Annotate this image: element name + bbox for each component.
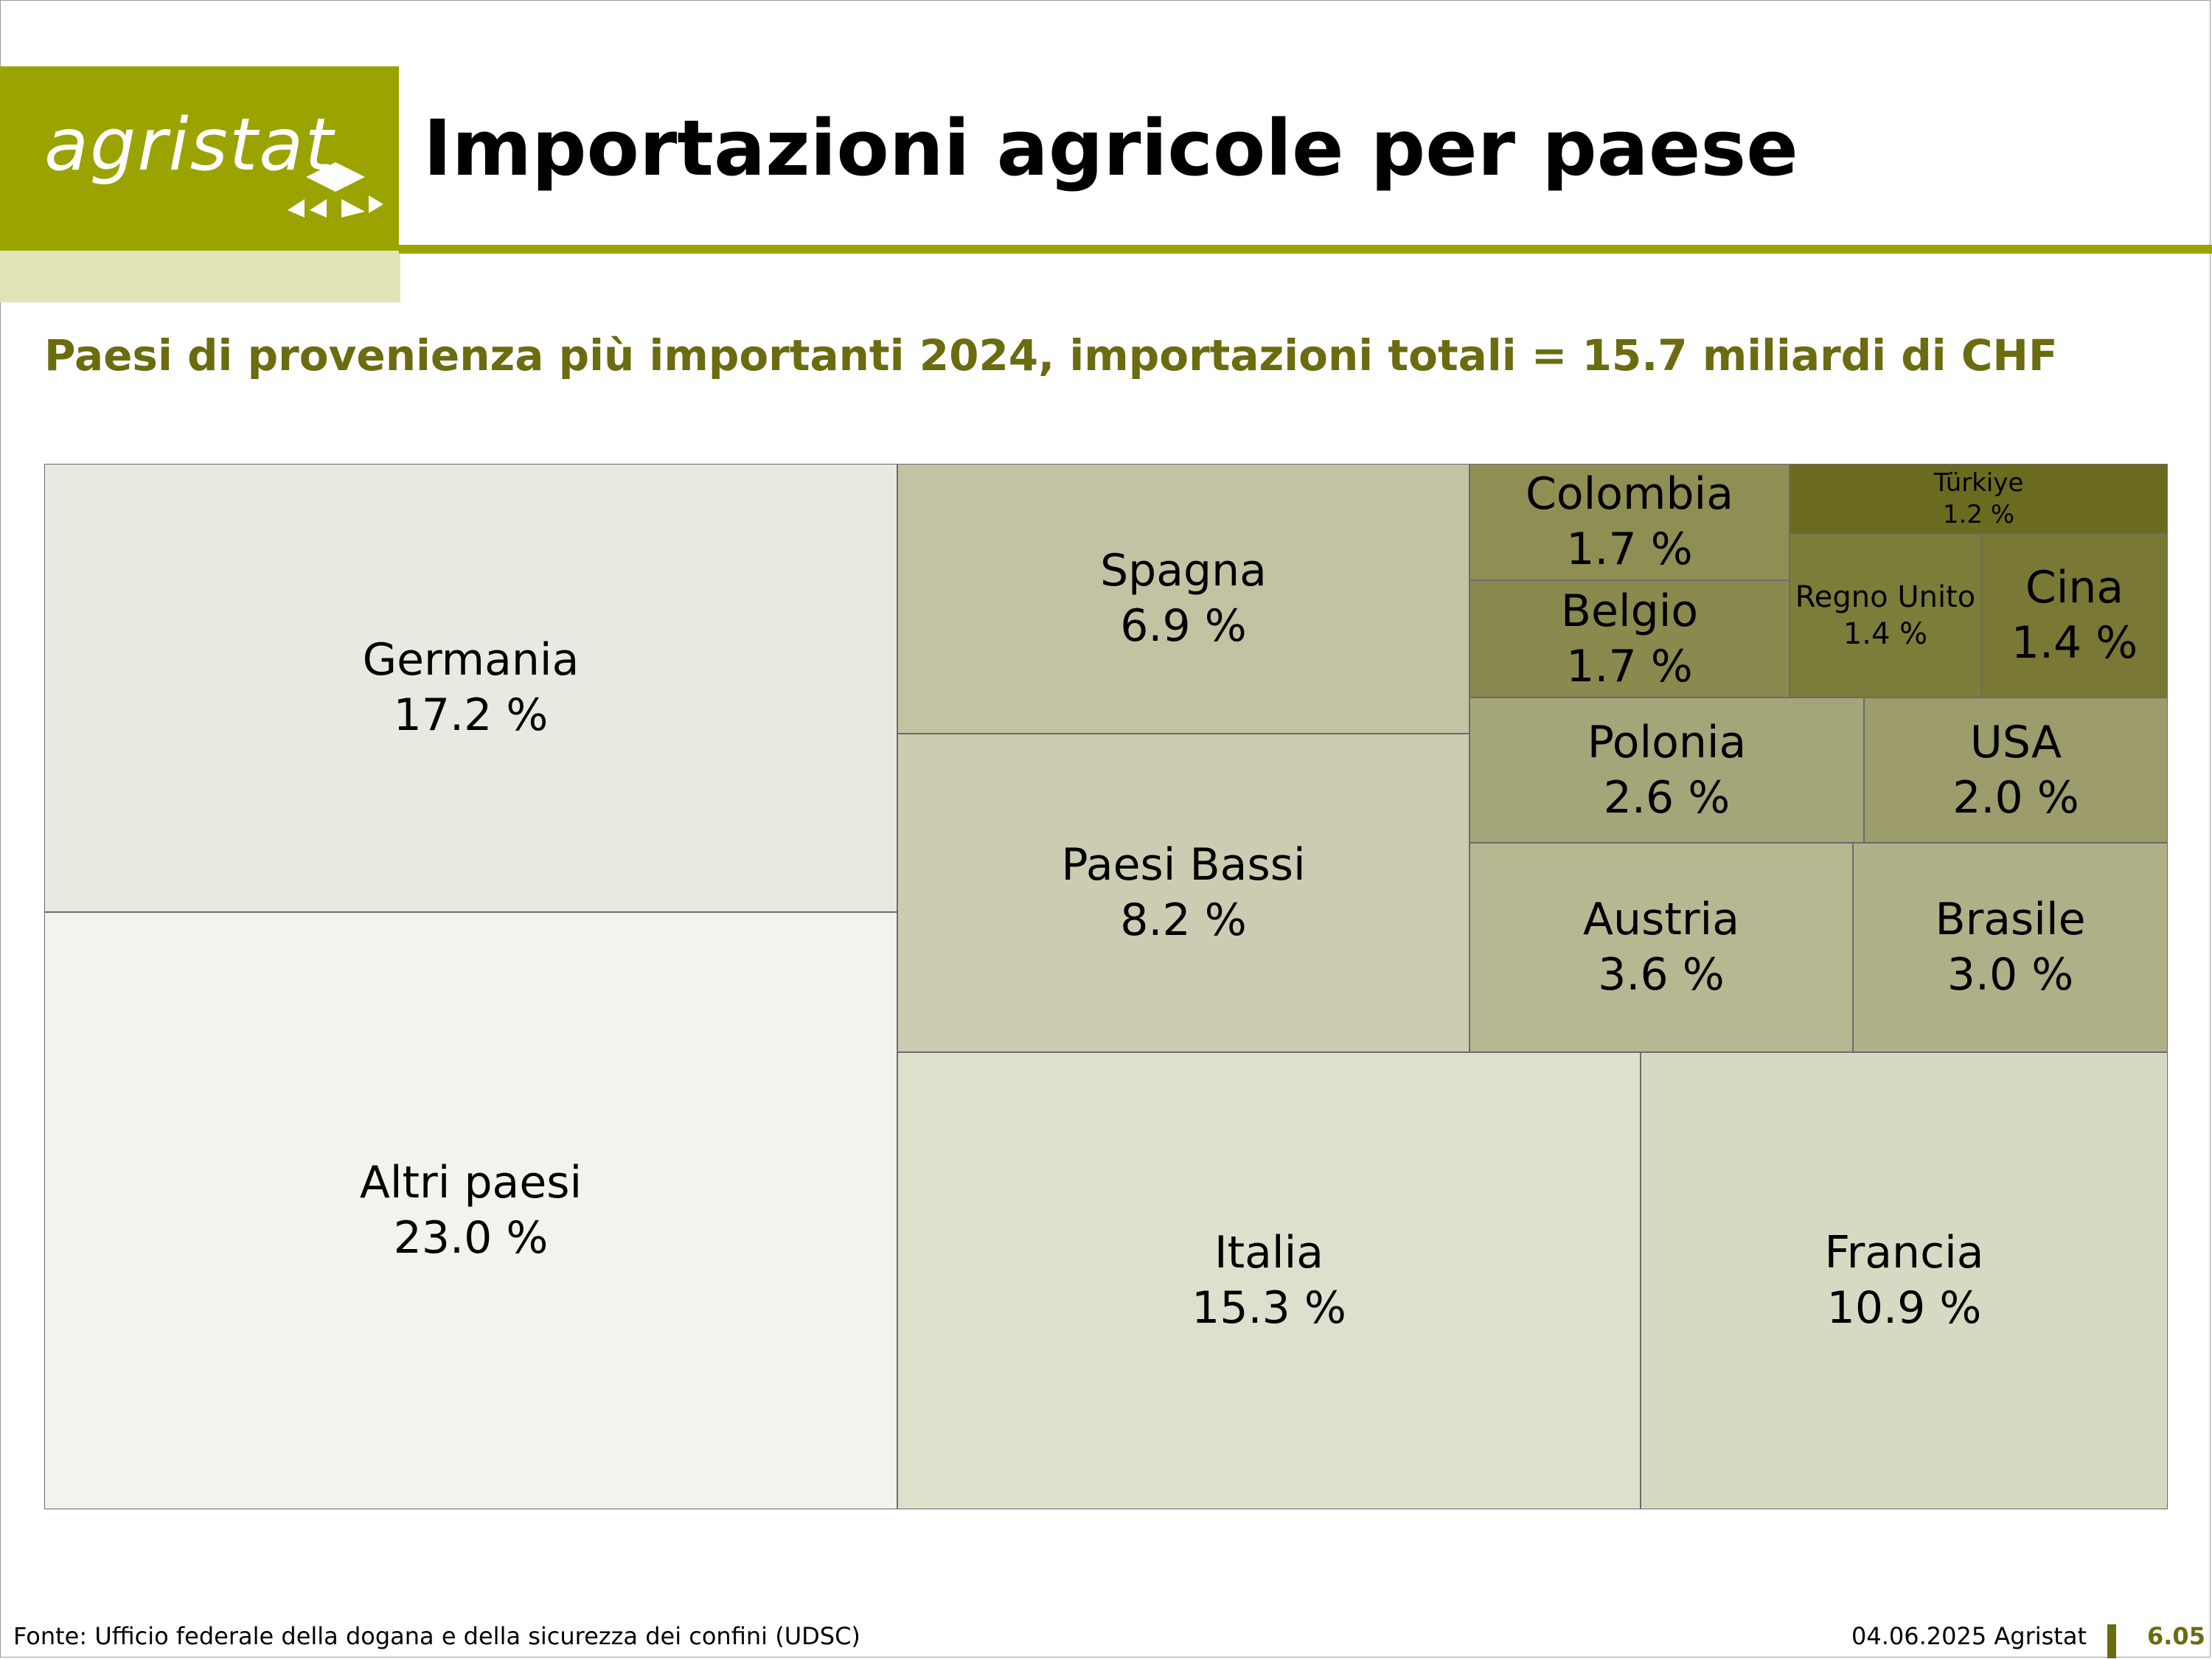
tile-label: Belgio — [1560, 585, 1699, 637]
logo-mark-icon — [288, 162, 383, 218]
treemap-tile: Colombia 1.7 % — [1470, 464, 1790, 580]
treemap-tile: Regno Unito 1.4 % — [1790, 534, 1981, 698]
tile-label: Paesi Bassi — [1061, 839, 1306, 891]
tile-label: Regno Unito — [1795, 580, 1976, 614]
title-rule — [399, 245, 2212, 254]
tile-label: Altri paesi — [359, 1157, 582, 1208]
logo-underlay — [0, 251, 400, 302]
tile-value: 10.9 % — [1826, 1282, 1982, 1334]
tile-value: 6.9 % — [1120, 600, 1247, 652]
treemap-chart: Altri paesi 23.0 % Germania 17.2 % Italia 15.… — [44, 464, 2168, 1509]
tile-value: 15.3 % — [1192, 1282, 1346, 1334]
tile-label: Germania — [362, 634, 580, 686]
treemap-tile: Türkiye 1.2 % — [1790, 464, 2168, 534]
tile-value: 2.6 % — [1603, 771, 1731, 824]
tile-value: 2.0 % — [1952, 771, 2079, 824]
footer-date: 04.06.2025 Agristat — [1851, 1622, 2087, 1650]
chart-subtitle: Paesi di provenienza più importanti 2024… — [44, 330, 2058, 380]
treemap-tile: Paesi Bassi 8.2 % — [897, 734, 1470, 1052]
tile-value: 1.4 % — [2011, 617, 2138, 669]
treemap-tile: Cina 1.4 % — [1981, 534, 2168, 698]
treemap-tile: Brasile 3.0 % — [1853, 843, 2168, 1052]
treemap-tile: Francia 10.9 % — [1641, 1052, 2168, 1509]
tile-value: 1.2 % — [1942, 499, 2015, 529]
treemap-tile: USA 2.0 % — [1864, 698, 2168, 843]
tile-value: 1.4 % — [1843, 617, 1928, 651]
treemap-tile: Germania 17.2 % — [44, 464, 897, 912]
logo — [0, 66, 399, 251]
tile-label: Francia — [1824, 1227, 1984, 1279]
treemap-tile: Italia 15.3 % — [897, 1052, 1641, 1509]
tile-label: Cina — [2025, 562, 2124, 613]
footer-source: Fonte: Ufficio federale della dogana e d… — [13, 1622, 860, 1650]
tile-label: Austria — [1583, 894, 1739, 945]
tile-label: Türkiye — [1933, 468, 2024, 498]
treemap-tile: Austria 3.6 % — [1470, 843, 1853, 1052]
tile-label: Spagna — [1100, 545, 1267, 597]
tile-label: Brasile — [1935, 894, 2086, 945]
treemap-tile: Belgio 1.7 % — [1470, 580, 1790, 698]
treemap-tile: Polonia 2.6 % — [1470, 698, 1864, 843]
tile-value: 17.2 % — [393, 689, 549, 741]
tile-label: USA — [1969, 716, 2062, 768]
tile-value: 3.6 % — [1598, 949, 1725, 1001]
tile-value: 1.7 % — [1566, 640, 1693, 692]
logo-text: agristat — [44, 103, 335, 187]
footer-divider — [2107, 1624, 2116, 1658]
tile-value: 3.0 % — [1947, 949, 2074, 1001]
treemap-tile: Spagna 6.9 % — [897, 464, 1470, 734]
page-title: Importazioni agricole per paese — [423, 103, 1798, 193]
treemap-tile: Altri paesi 23.0 % — [44, 912, 897, 1509]
tile-value: 8.2 % — [1120, 894, 1247, 946]
tile-label: Italia — [1214, 1227, 1324, 1279]
page-number: 6.05 — [2147, 1622, 2205, 1650]
tile-label: Colombia — [1526, 468, 1733, 520]
tile-value: 1.7 % — [1566, 524, 1693, 575]
tile-label: Polonia — [1587, 716, 1747, 768]
tile-value: 23.0 % — [393, 1212, 549, 1264]
